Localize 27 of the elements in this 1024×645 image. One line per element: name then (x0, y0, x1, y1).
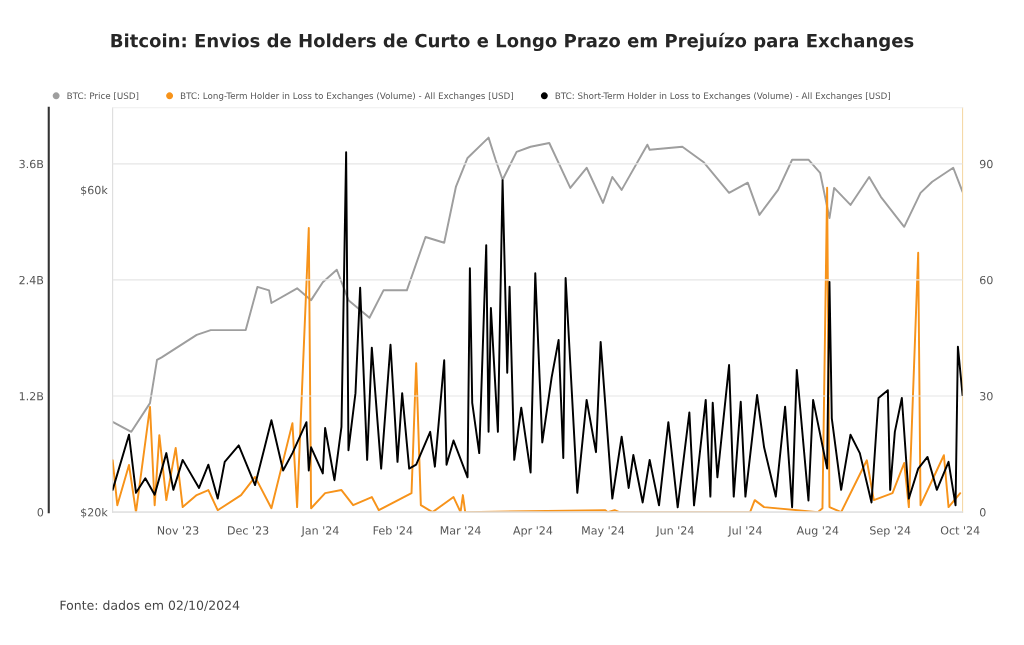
x-tick-label: Dec '23 (228, 526, 269, 535)
x-tick-label: Jun '24 (655, 526, 694, 537)
legend-label: BTC: Price [USD] (67, 92, 139, 101)
x-tick-label: Sep '24 (870, 526, 911, 537)
source-note: Fonte: dados em 02/10/2024 (60, 600, 240, 611)
y3-tick-label: $20k (81, 507, 108, 518)
x-tick-label: Oct '24 (940, 526, 980, 535)
y2-tick-label: 60 (980, 275, 993, 285)
y2-tick-label: 0 (979, 508, 986, 517)
y3-tick-label: $60k (81, 185, 108, 196)
x-tick-label: Mar '24 (440, 526, 481, 535)
x-tick-label: Apr '24 (513, 526, 553, 537)
y2-tick-label: 90 (979, 159, 993, 169)
x-tick-label: Feb '24 (373, 526, 413, 535)
x-tick-label: Aug '24 (796, 526, 839, 537)
y-tick-label: 1.2B (19, 392, 44, 401)
y2-tick-label: 30 (980, 392, 993, 401)
x-tick-label: Jul '24 (727, 526, 762, 537)
legend-label: BTC: Long-Term Holder in Loss to Exchanges (Volume) - All Exchanges [USD] (180, 92, 513, 101)
x-tick-label: Jan '24 (300, 526, 339, 537)
x-tick-label: Nov '23 (157, 526, 199, 535)
x-tick-label: May '24 (582, 526, 625, 537)
y-tick-label: 3.6B (19, 159, 44, 169)
y-tick-label: 0 (37, 508, 44, 517)
y-tick-label: 2.4B (19, 275, 44, 285)
legend-label: BTC: Short-Term Holder in Loss to Exchanges (Volume) - All Exchanges [USD] (555, 92, 890, 101)
chart-title: Bitcoin: Envios de Holders de Curto e Longo Prazo em Prejuízo para Exchanges (111, 32, 914, 52)
